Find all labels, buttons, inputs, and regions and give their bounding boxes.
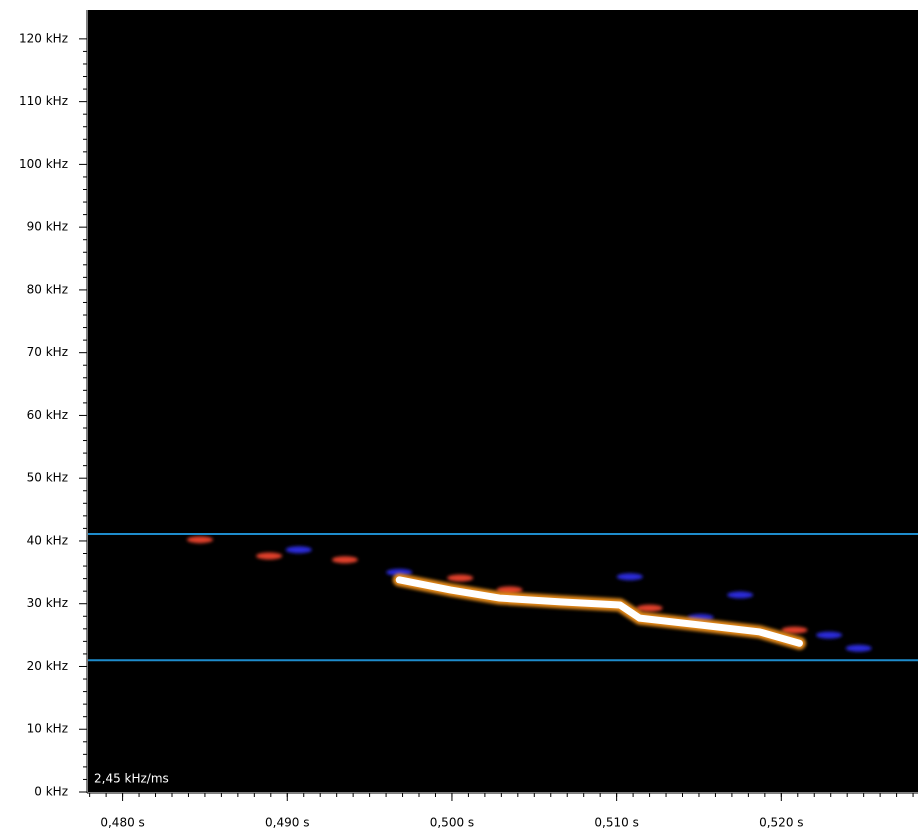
y-tick-label: 20 kHz	[27, 659, 68, 673]
x-tick-label: 0,510 s	[594, 816, 638, 830]
y-tick-label: 30 kHz	[27, 596, 68, 610]
x-tick-label: 0,520 s	[759, 816, 803, 830]
y-tick-label: 100 kHz	[19, 157, 68, 171]
signal-spot	[386, 568, 413, 576]
signal-spot	[816, 631, 843, 639]
signal-spot	[496, 586, 523, 594]
y-tick-label: 60 kHz	[27, 408, 68, 422]
y-tick-label: 0 kHz	[34, 785, 68, 799]
signal-spot	[727, 591, 754, 599]
signal-spot	[845, 644, 872, 652]
signal-spot	[636, 604, 663, 612]
y-tick-label: 80 kHz	[27, 282, 68, 296]
y-tick-label: 90 kHz	[27, 220, 68, 234]
x-tick-label: 0,480 s	[100, 816, 144, 830]
signal-core	[395, 576, 803, 647]
x-tick-label: 0,490 s	[265, 816, 309, 830]
signal-spot	[186, 536, 213, 544]
y-tick-label: 50 kHz	[27, 471, 68, 485]
y-tick-label: 120 kHz	[19, 31, 68, 45]
y-tick-label: 70 kHz	[27, 345, 68, 359]
signal-spot	[447, 574, 474, 582]
signal-spot	[256, 552, 283, 560]
signal-spot	[616, 573, 643, 581]
signal-spot	[285, 546, 312, 554]
y-tick-label: 40 kHz	[27, 533, 68, 547]
signal-spot	[331, 556, 358, 564]
plot-area	[88, 10, 918, 792]
annotation: 2,45 kHz/ms	[94, 772, 169, 786]
y-tick-label: 10 kHz	[27, 722, 68, 736]
signal-spot	[781, 626, 808, 634]
x-tick-label: 0,500 s	[430, 816, 474, 830]
y-tick-label: 110 kHz	[19, 94, 68, 108]
